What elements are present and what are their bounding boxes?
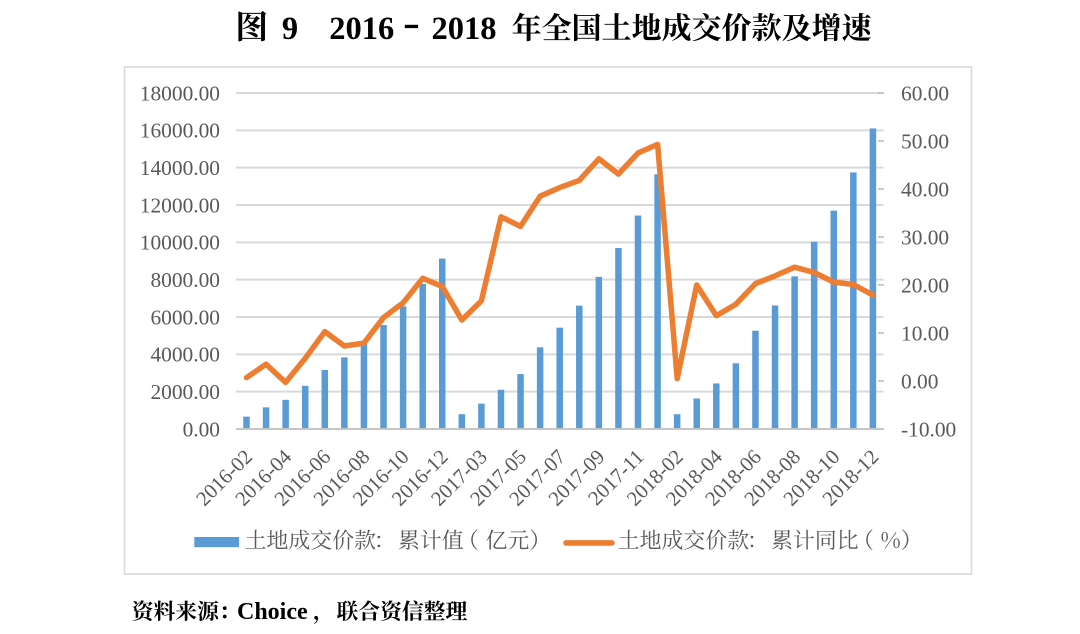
svg-text:10000.00: 10000.00 bbox=[140, 231, 220, 255]
svg-text:60.00: 60.00 bbox=[901, 81, 949, 105]
svg-text:-10.00: -10.00 bbox=[901, 417, 956, 441]
svg-text:10.00: 10.00 bbox=[901, 321, 949, 345]
svg-text:6000.00: 6000.00 bbox=[150, 305, 220, 329]
svg-text:14000.00: 14000.00 bbox=[140, 156, 220, 180]
svg-text:20.00: 20.00 bbox=[901, 273, 949, 297]
svg-text:2000.00: 2000.00 bbox=[150, 380, 220, 404]
svg-text:30.00: 30.00 bbox=[901, 225, 949, 249]
svg-text:9: 9 bbox=[282, 11, 298, 47]
svg-text:50.00: 50.00 bbox=[901, 129, 949, 153]
svg-text:18000.00: 18000.00 bbox=[140, 81, 220, 105]
svg-text:12000.00: 12000.00 bbox=[140, 193, 220, 217]
svg-text:4000.00: 4000.00 bbox=[150, 343, 220, 367]
svg-text:Choice: Choice bbox=[237, 599, 308, 625]
svg-text:0.00: 0.00 bbox=[901, 369, 938, 393]
svg-text:2016: 2016 bbox=[329, 11, 394, 47]
svg-text:0.00: 0.00 bbox=[183, 417, 220, 441]
svg-text:8000.00: 8000.00 bbox=[150, 268, 220, 292]
svg-text:2018: 2018 bbox=[432, 11, 497, 47]
svg-text:16000.00: 16000.00 bbox=[140, 119, 220, 143]
svg-text:40.00: 40.00 bbox=[901, 177, 949, 201]
